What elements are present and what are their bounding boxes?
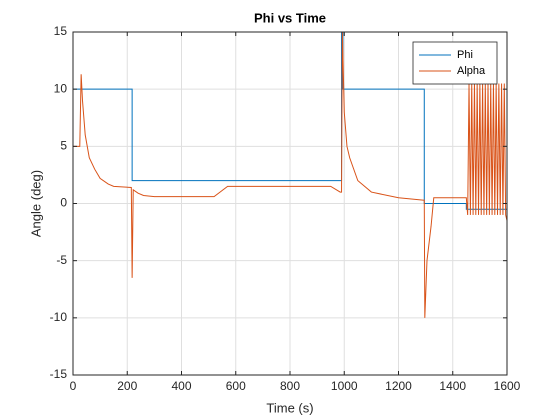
legend-box [412,41,498,85]
y-tick-label: 15 [54,24,68,38]
y-axis-label: Angle (deg) [28,170,43,237]
legend-label: Phi [457,49,473,61]
x-tick-label: 400 [171,379,191,393]
data-line [73,32,507,318]
y-tick-label: 0 [60,196,67,210]
x-tick-label: 1000 [331,379,358,393]
x-tick-label: 0 [70,379,77,393]
x-axis-label: Time (s) [266,400,313,415]
chart-title: Phi vs Time [254,10,326,25]
x-tick-label: 1600 [494,379,521,393]
x-tick-label: 1200 [385,379,412,393]
x-tick-label: 800 [280,379,300,393]
x-tick-label: 200 [117,379,137,393]
plot-lines [73,32,507,318]
x-tick-label: 600 [226,379,246,393]
x-tick-label: 1400 [439,379,466,393]
y-tick-label: 10 [54,81,68,95]
y-tick-label: -5 [56,253,67,267]
legend-label: Alpha [457,65,486,77]
y-tick-label: -15 [50,367,68,381]
y-tick-label: 5 [60,139,67,153]
y-tick-label: -10 [50,310,68,324]
